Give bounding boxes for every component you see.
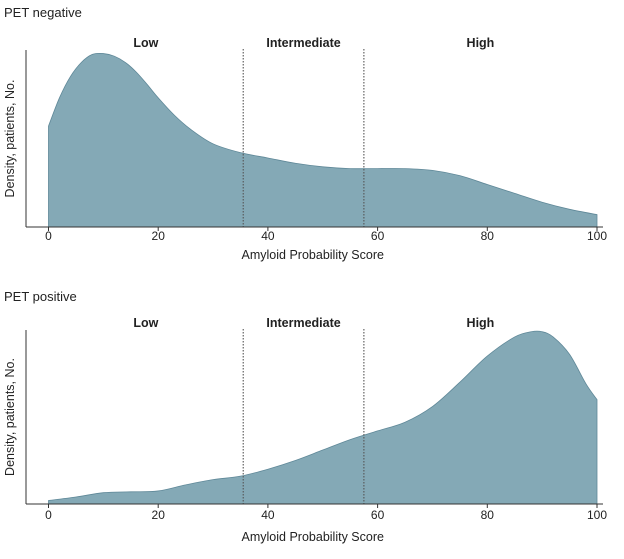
y-axis-label: Density, patients, No.	[3, 80, 17, 198]
x-tick-label: 80	[481, 508, 495, 522]
x-tick-label: 100	[587, 508, 607, 522]
x-tick-label: 60	[371, 508, 385, 522]
density-area	[48, 52, 598, 228]
panel-title: PET positive	[4, 289, 77, 304]
x-axis-label: Amyloid Probability Score	[242, 530, 384, 544]
zone-label: Intermediate	[266, 316, 340, 330]
x-tick-label: 60	[371, 229, 385, 243]
zone-label: Low	[133, 36, 158, 50]
x-tick-label: 100	[587, 229, 607, 243]
zone-label: Low	[133, 316, 158, 330]
density-area	[48, 330, 598, 505]
x-axis-label: Amyloid Probability Score	[242, 248, 384, 262]
y-axis-label: Density, patients, No.	[3, 358, 17, 476]
zone-label: Intermediate	[266, 36, 340, 50]
x-tick-label: 40	[261, 508, 275, 522]
zone-label: High	[467, 36, 495, 50]
zone-label: High	[467, 316, 495, 330]
x-tick-label: 80	[481, 229, 495, 243]
x-tick-label: 20	[152, 229, 166, 243]
x-tick-label: 20	[152, 508, 166, 522]
x-tick-label: 40	[261, 229, 275, 243]
panel-title: PET negative	[4, 5, 82, 20]
x-tick-label: 0	[45, 508, 52, 522]
x-tick-label: 0	[45, 229, 52, 243]
